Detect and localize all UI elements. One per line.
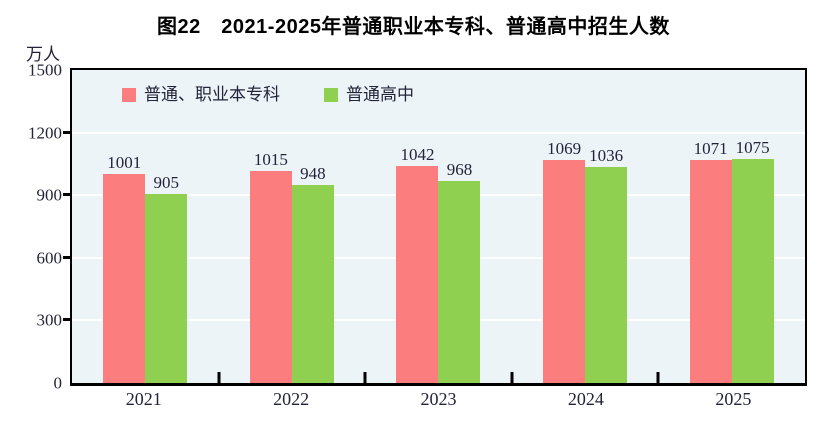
bar: 1069 [543,140,586,383]
legend-swatch-icon [324,87,338,102]
bar-group-2022: 1015 948 [219,70,366,383]
y-tick-label: 1200 [28,123,62,143]
legend-label: 普通、职业本专科 [144,85,280,104]
legend-swatch-icon [122,87,136,102]
bar-value-label: 948 [300,164,326,184]
bar: 1001 [103,154,146,383]
bar-group-2024: 1069 1036 [512,70,659,383]
bar-value-label: 1069 [547,138,582,158]
bar-value-label: 1015 [253,150,288,170]
legend-item: 普通高中 [324,86,414,103]
x-axis-tick [217,372,221,383]
bar-group-2021: 1001 905 [72,70,219,383]
y-tick-label: 300 [36,310,63,330]
plot-area: 普通、职业本专科 普通高中 1001 905 1015 948 1042 968 1069 10… [63,68,807,386]
y-axis-tick [63,318,72,322]
y-axis-tick [63,255,72,259]
legend-item: 普通、职业本专科 [122,86,280,103]
bar-value-label: 1001 [107,153,142,173]
bar: 1075 [731,139,774,383]
bar-value-label: 968 [446,160,473,180]
y-tick-label: 600 [36,248,63,268]
y-axis-labels: 0 300 600 900 1200 1500 [0,62,63,392]
bar-value-label: 1071 [693,138,728,158]
y-tick-label: 900 [36,185,63,205]
bar-group-2023: 1042 968 [365,70,512,383]
bar: 948 [291,165,334,383]
y-axis-tick [63,193,72,197]
y-axis-unit-label: 万人 [26,45,60,64]
bar-value-label: 1075 [735,137,770,157]
bar: 1071 [689,140,732,383]
bar: 1042 [396,146,439,383]
y-tick-label: 1500 [28,60,62,80]
x-axis-labels: 2021 2022 2023 2024 2025 [70,389,807,410]
bar-value-label: 905 [153,173,180,193]
bar: 968 [438,161,481,383]
bar-value-label: 1036 [589,145,624,165]
legend: 普通、职业本专科 普通高中 [122,86,414,103]
chart-title: 图22 2021-2025年普通职业本专科、普通高中招生人数 [157,16,670,38]
gridline [72,131,805,134]
legend-label: 普通高中 [346,85,414,104]
bar: 1015 [249,151,292,383]
x-tick-label: 2025 [715,389,752,409]
x-tick-label: 2021 [125,389,162,409]
x-axis-tick [363,372,367,383]
x-axis-tick [510,372,514,383]
x-axis-tick [656,372,660,383]
bar: 1036 [585,147,628,383]
y-axis-tick [63,130,72,134]
bar-groups: 1001 905 1015 948 1042 968 1069 1036 1071 1075 [72,70,805,383]
x-tick-label: 2022 [273,389,310,409]
x-tick-label: 2024 [567,389,604,409]
y-tick-label: 0 [53,373,63,393]
bar-group-2025: 1071 1075 [658,70,805,383]
x-tick-label: 2023 [420,389,457,409]
bar-value-label: 1042 [400,144,435,164]
bar: 905 [145,174,188,383]
